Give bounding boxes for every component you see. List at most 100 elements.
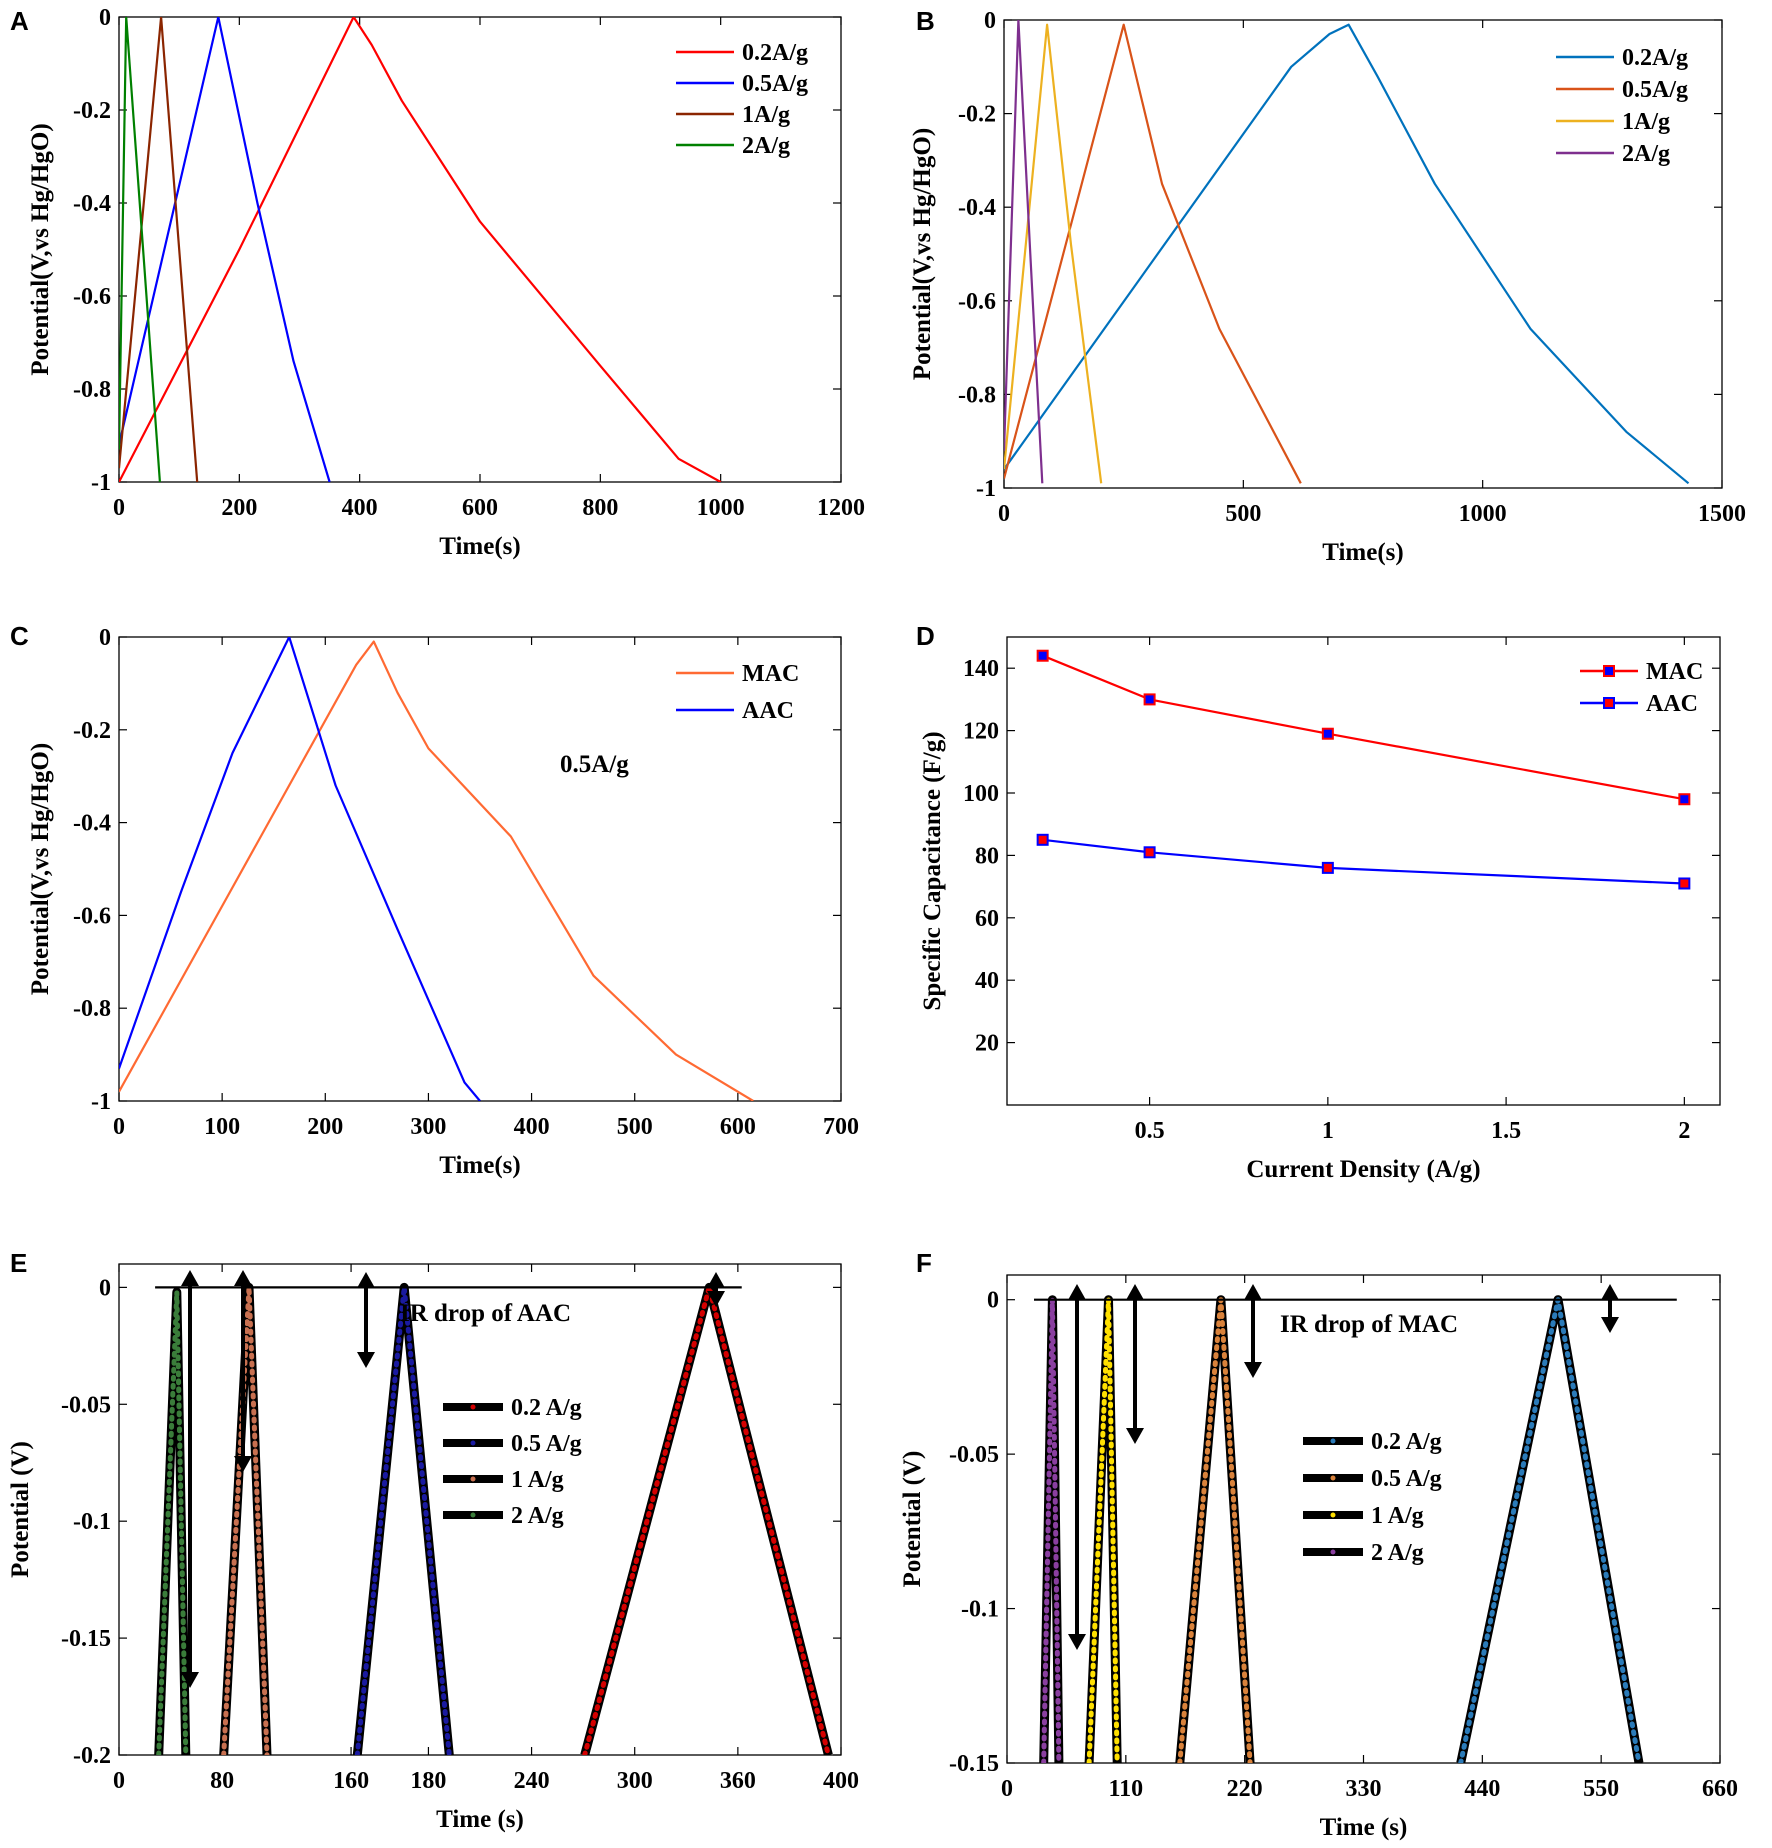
y-tick-label-c: -1 (91, 1089, 111, 1115)
y-tick-label-b: -1 (976, 476, 996, 502)
y-tick-label-c: -0.8 (73, 996, 111, 1022)
y-tick-label-a: -0.4 (73, 191, 111, 217)
series-line-b-1a-g (1004, 23, 1103, 484)
panel-label-d: D (916, 621, 935, 651)
data-point-d-aac (1678, 877, 1691, 890)
series-line-e-2-a-g (156, 1289, 189, 1755)
x-tick-label-a: 600 (462, 495, 498, 521)
axes-frame-b (1003, 19, 1723, 489)
x-tick-label-a: 0 (113, 495, 125, 521)
x-tick-label-c: 300 (410, 1114, 446, 1140)
legend-label-f-2-a-g: 2 A/g (1371, 1540, 1424, 1566)
y-tick-label-b: -0.2 (958, 102, 996, 128)
x-tick-label-f: 440 (1464, 1776, 1500, 1802)
arrow-head-down-icon (1601, 1317, 1619, 1333)
panel-label-a: A (10, 6, 29, 36)
x-tick-label-a: 800 (582, 495, 618, 521)
panel-b: B 0 500 1000 1500 0 -0.2 -0.4 -0.6 -0.8 -1 Time(s) P… (909, 6, 1746, 566)
y-axis-title-c: Potential(V,vs Hg/HgO) (27, 743, 54, 995)
x-tick-label-a: 1000 (697, 495, 745, 521)
panel-label-c: C (10, 621, 29, 651)
arrow-head-up-icon (181, 1270, 199, 1286)
arrow-head-up-icon (1126, 1284, 1144, 1300)
y-tick-label-c: -0.6 (73, 903, 111, 929)
y-tick-label-b: -0.4 (958, 195, 996, 221)
x-tick-label-e: 180 (410, 1768, 446, 1794)
x-tick-label-f: 330 (1346, 1776, 1382, 1802)
x-tick-label-b: 500 (1225, 501, 1261, 527)
data-point-d-aac (1321, 861, 1334, 874)
y-tick-label-d: 120 (963, 719, 999, 745)
x-tick-label-e: 400 (823, 1768, 859, 1794)
legend-marker-e-1-a-g (470, 1476, 476, 1482)
arrow-head-up-icon (1244, 1284, 1262, 1300)
plot-area-f (1039, 1295, 1644, 1763)
x-tick-label-e: 80 (210, 1768, 234, 1794)
series-line-a-0-5a-g (119, 17, 331, 482)
y-tick-label-d: 60 (975, 906, 999, 932)
axes-frame-c (118, 636, 842, 1102)
series-line-d-mac (1042, 654, 1685, 801)
y-tick-label-d: 140 (963, 656, 999, 682)
legend-label-a-2a-g: 2A/g (742, 133, 790, 159)
x-axis-title-a: Time(s) (439, 533, 520, 560)
x-tick-label-c: 500 (617, 1114, 653, 1140)
y-tick-label-b: -0.8 (958, 382, 996, 408)
x-tick-label-c: 400 (514, 1114, 550, 1140)
plot-area-e (154, 1282, 833, 1755)
arrow-head-up-icon (1601, 1284, 1619, 1300)
y-tick-label-e: -0.1 (73, 1509, 111, 1535)
panel-label-f: F (916, 1248, 932, 1278)
series-line-c-mac (119, 640, 754, 1101)
panel-e: E 0 80 160 180 240 300 360 400 0 -0.05 -0.1 -0.15 -0.… (7, 1248, 859, 1833)
x-tick-label-d: 1.5 (1491, 1118, 1521, 1144)
legend-label-c-aac: AAC (742, 698, 794, 724)
series-outline-f-0-2-a-g (1456, 1295, 1644, 1763)
x-axis-title-f: Time (s) (1320, 1814, 1408, 1841)
x-tick-label-b: 0 (998, 501, 1010, 527)
legend-marker-f-2-a-g (1330, 1549, 1336, 1555)
y-axis-title-d: Specific Capacitance (F/g) (919, 731, 946, 1010)
data-point-d-mac (1036, 649, 1049, 662)
legend-label-a-0-2a-g: 0.2A/g (742, 40, 808, 66)
annotation-e: IR drop of AAC (400, 1300, 571, 1327)
legend-label-f-0-2-a-g: 0.2 A/g (1371, 1429, 1442, 1455)
legend-label-b-1a-g: 1A/g (1622, 109, 1670, 135)
y-tick-label-a: 0 (99, 5, 111, 31)
legend-marker-f-0-2-a-g (1330, 1438, 1336, 1444)
arrow-head-up-icon (707, 1272, 725, 1288)
legend-label-e-1-a-g: 1 A/g (511, 1467, 564, 1493)
y-tick-label-e: 0 (99, 1275, 111, 1301)
x-tick-label-d: 1 (1322, 1118, 1334, 1144)
x-tick-label-b: 1000 (1459, 501, 1507, 527)
x-tick-label-d: 0.5 (1135, 1118, 1165, 1144)
y-tick-label-a: -0.6 (73, 284, 111, 310)
x-tick-label-e: 0 (113, 1768, 125, 1794)
y-axis-title-a: Potential(V,vs Hg/HgO) (27, 123, 54, 375)
legend-label-e-0-2-a-g: 0.2 A/g (511, 1395, 582, 1421)
legend-label-b-2a-g: 2A/g (1622, 141, 1670, 167)
arrow-head-down-icon (707, 1291, 725, 1307)
panel-a: A 0 200 400 600 800 1000 1200 0 -0.2 -0.4 -0.6 -0.8 -… (10, 5, 865, 560)
legend-marker-d-aac (1603, 697, 1615, 709)
x-axis-title-c: Time(s) (439, 1152, 520, 1179)
arrow-head-up-icon (1068, 1284, 1086, 1300)
y-tick-label-a: -0.2 (73, 98, 111, 124)
series-line-e-0-2-a-g (582, 1284, 831, 1755)
plot-area-c (119, 637, 754, 1101)
legend-marker-f-1-a-g (1330, 1512, 1336, 1518)
x-tick-label-c: 0 (113, 1114, 125, 1140)
series-line-c-aac (119, 637, 481, 1101)
series-line-b-0-5a-g (1004, 23, 1302, 484)
y-tick-label-c: 0 (99, 625, 111, 651)
legend-label-a-1a-g: 1A/g (742, 102, 790, 128)
legend-label-a-0-5a-g: 0.5A/g (742, 71, 808, 97)
x-tick-label-f: 0 (1001, 1776, 1013, 1802)
axes-frame-a (118, 16, 842, 483)
legend-marker-d-mac (1603, 665, 1615, 677)
panel-label-e: E (10, 1248, 27, 1278)
y-tick-label-f: -0.05 (949, 1442, 999, 1468)
series-line-f-0-2-a-g (1458, 1297, 1642, 1763)
panel-f: F 0 110 220 330 440 550 660 0 -0.05 -0.1 -0.15 Time … (899, 1248, 1738, 1841)
